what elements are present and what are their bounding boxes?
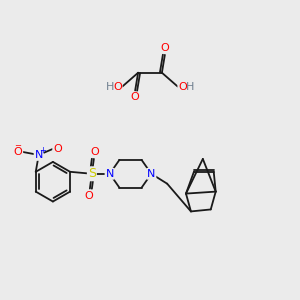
Text: H: H [185,82,194,92]
Text: S: S [88,167,96,180]
Text: O: O [160,43,169,53]
Text: H: H [106,82,115,92]
Text: N: N [34,150,43,160]
Text: O: O [53,144,62,154]
Text: O: O [91,147,99,157]
Text: O: O [113,82,122,92]
Text: O: O [14,147,22,157]
Text: O: O [85,190,93,201]
Text: −: − [14,142,21,151]
Text: +: + [39,146,46,154]
Text: N: N [106,169,114,179]
Text: N: N [147,169,155,179]
Text: O: O [131,92,140,103]
Text: O: O [178,82,187,92]
